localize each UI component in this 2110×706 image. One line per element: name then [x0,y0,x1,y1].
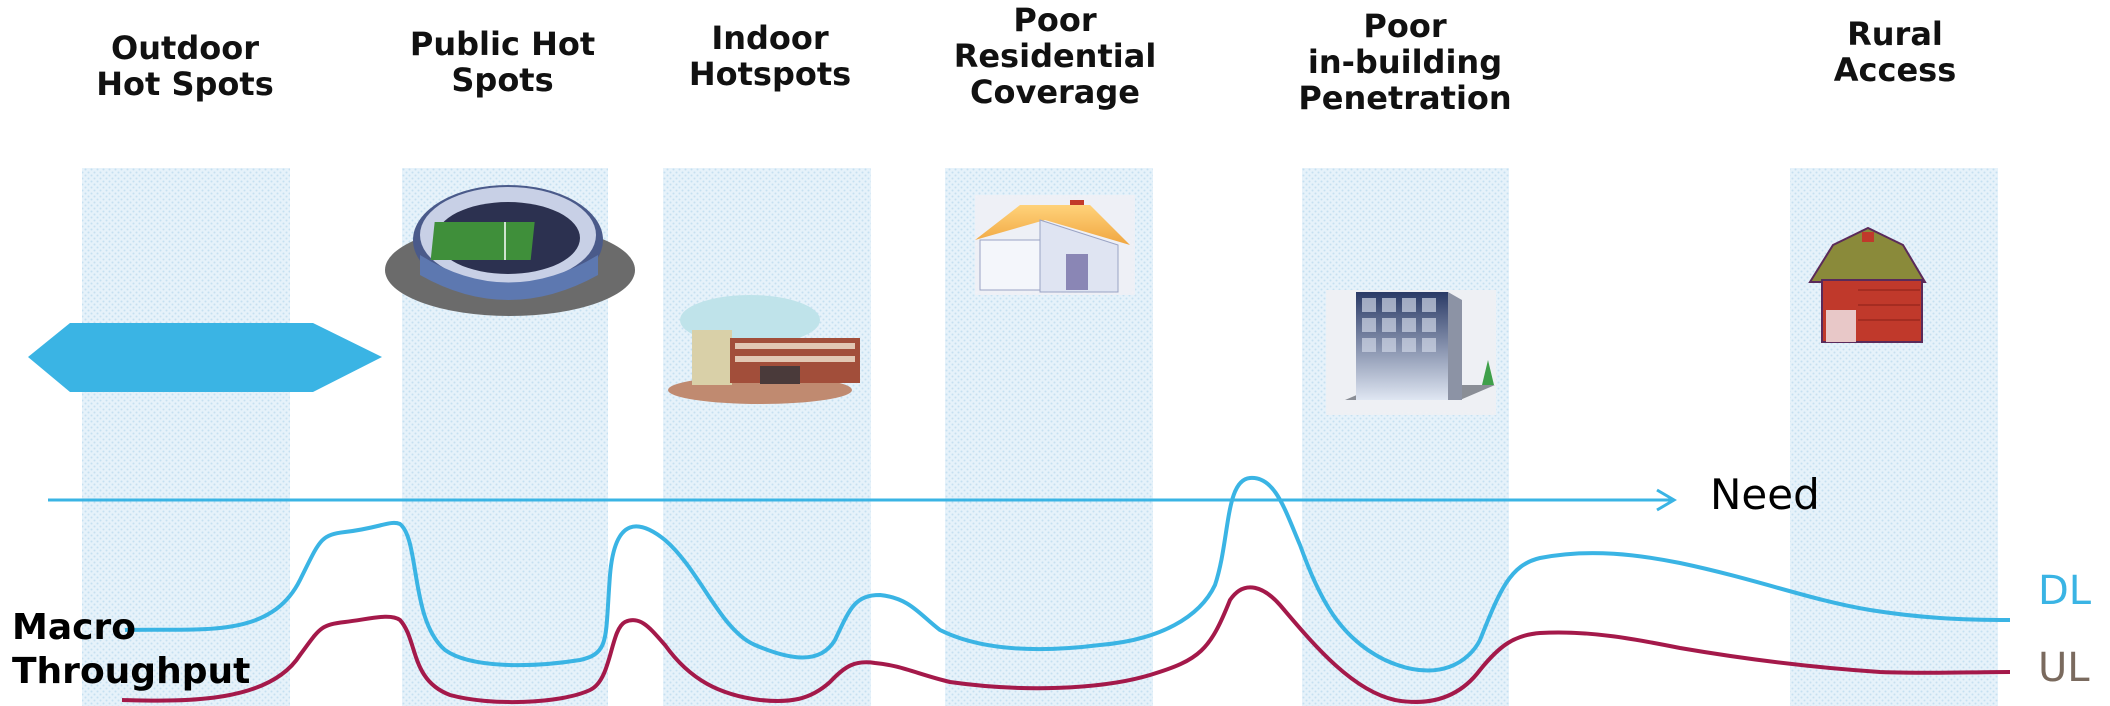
label-poor-in-building-penetration: Poor in-building Penetration [1298,7,1512,117]
barn-icon [1808,226,1927,343]
label-public-hot-spots: Public Hot Spots [409,25,596,99]
dl-throughput-curve [124,475,2011,673]
hexagon-icon [28,323,382,392]
dl-label: DL [2038,568,2092,614]
need-label: Need [1710,470,1820,519]
school-building-icon [668,295,860,404]
stadium-icon [385,185,635,316]
band-in-building [1302,168,1509,706]
label-poor-residential-coverage: Poor Residential Coverage [953,1,1157,111]
band-indoor [663,168,871,706]
macro-throughput-label: Macro Throughput [12,607,251,692]
label-rural-access: Rural Access [1833,15,1957,89]
label-indoor-hotspots: Indoor Hotspots [688,19,852,93]
band-outdoor [82,168,290,706]
office-tower-icon [1326,290,1496,415]
label-outdoor-hot-spots: Outdoor Hot Spots [96,29,274,103]
need-arrow [48,488,1677,512]
ul-label: UL [2038,645,2090,691]
house-icon [975,195,1135,295]
ul-throughput-curve [121,585,2011,705]
